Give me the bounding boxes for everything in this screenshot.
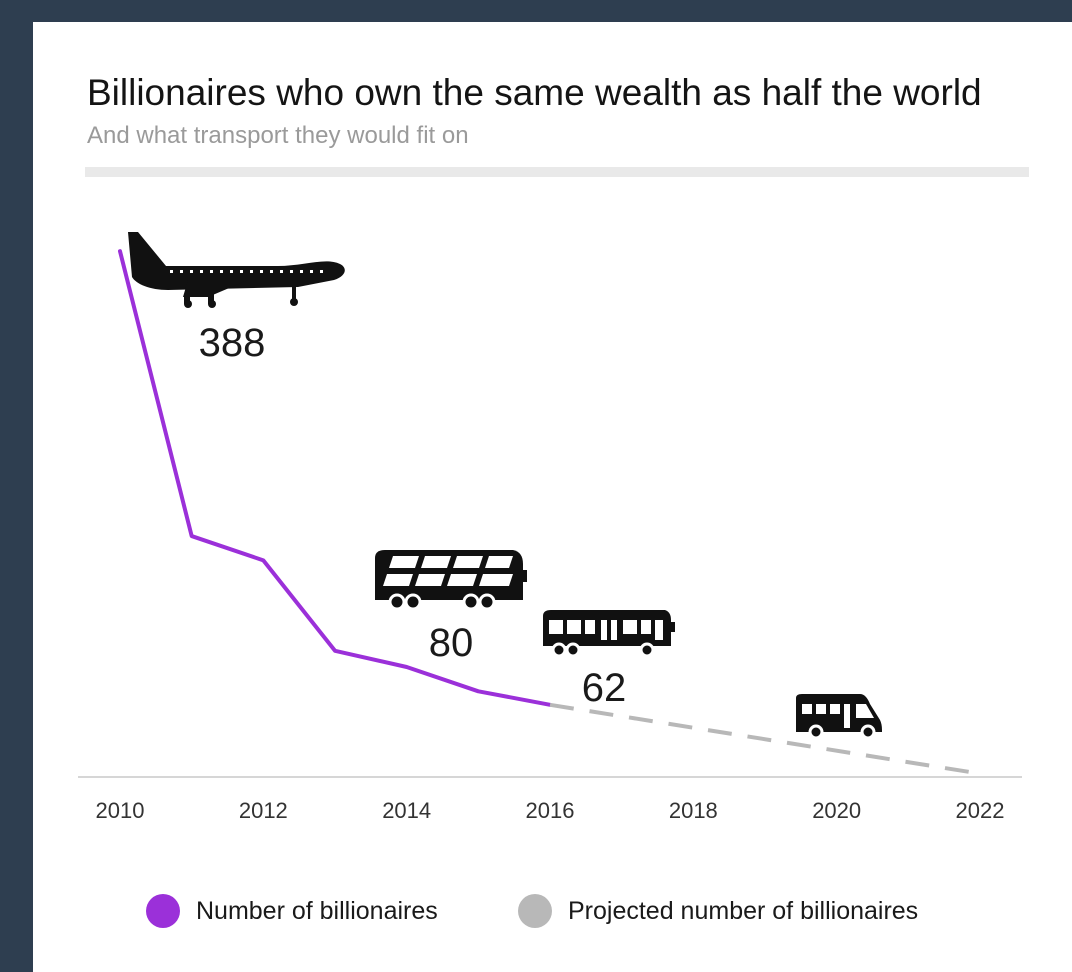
x-tick-label: 2016 xyxy=(526,798,575,823)
minibus-icon xyxy=(796,694,882,740)
legend-item-actual: Number of billionaires xyxy=(146,894,438,928)
chart-subtitle: And what transport they would fit on xyxy=(87,122,469,149)
legend-swatch-actual xyxy=(146,894,180,928)
x-tick-label: 2020 xyxy=(812,798,861,823)
x-tick-label: 2014 xyxy=(382,798,431,823)
chart-card xyxy=(33,22,1072,972)
chart-title: Billionaires who own the same wealth as … xyxy=(87,72,982,113)
single-decker-bus-icon xyxy=(543,610,675,658)
x-tick-label: 2012 xyxy=(239,798,288,823)
x-tick-label: 2018 xyxy=(669,798,718,823)
legend: Number of billionaires Projected number … xyxy=(0,894,1072,938)
legend-label-actual: Number of billionaires xyxy=(196,896,438,925)
value-label-62: 62 xyxy=(582,666,627,710)
jumbo-jet-icon xyxy=(128,232,345,308)
legend-swatch-projected xyxy=(518,894,552,928)
legend-label-projected: Projected number of billionaires xyxy=(568,896,919,925)
title-divider xyxy=(85,167,1029,177)
double-decker-bus-icon xyxy=(375,550,527,611)
projected-series-line xyxy=(549,702,981,776)
x-tick-label: 2010 xyxy=(96,798,145,823)
actual-series-line xyxy=(118,249,552,707)
value-label-80: 80 xyxy=(429,621,474,665)
x-tick-label: 2022 xyxy=(956,798,1005,823)
value-label-388: 388 xyxy=(199,321,266,365)
legend-item-projected: Projected number of billionaires xyxy=(518,894,918,928)
